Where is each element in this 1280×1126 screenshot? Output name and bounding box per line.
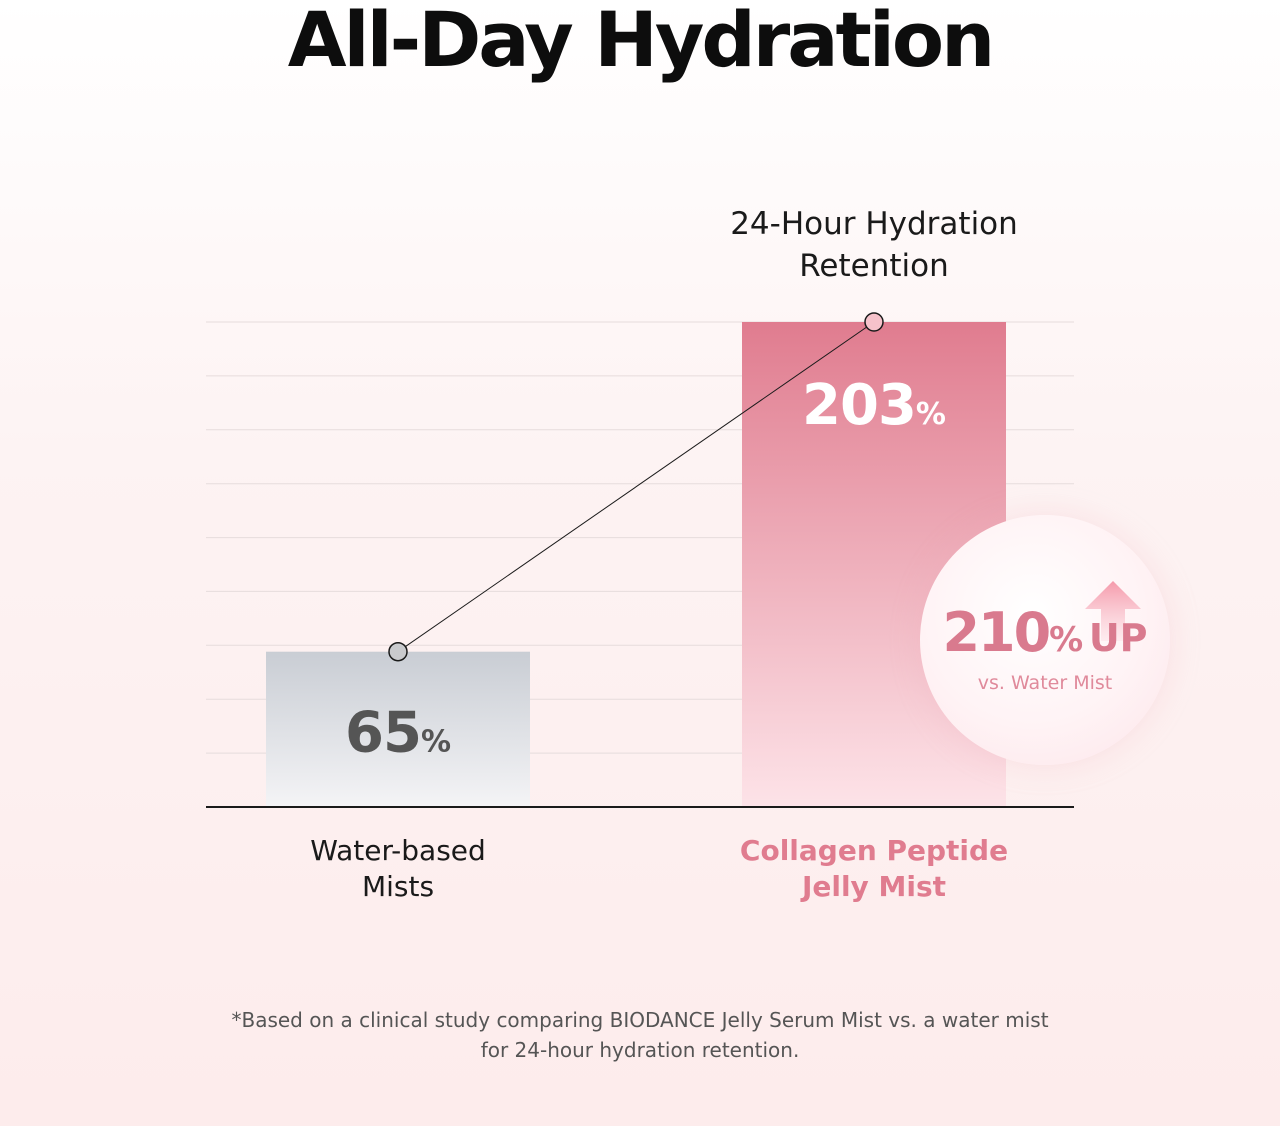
- callout-number: 210: [942, 601, 1051, 664]
- category-label-collagen-peptide-jelly-mist: Collagen Peptide: [740, 834, 1008, 867]
- callout-unit: %: [1049, 620, 1084, 660]
- chart-heading: 24-Hour Hydration Retention: [730, 206, 1018, 284]
- up-arrow-icon: [1085, 581, 1141, 641]
- increase-callout: 210% UP vs. Water Mist: [920, 515, 1170, 765]
- callout-suffix: UP: [1088, 616, 1148, 660]
- category-label-water-based-mists: Mists: [362, 870, 434, 903]
- chart-heading-line: Retention: [799, 248, 948, 284]
- chart-heading-line: 24-Hour Hydration: [730, 206, 1018, 242]
- point-water-based-mists: [388, 641, 408, 662]
- footnote-line-1: *Based on a clinical study comparing BIO…: [231, 1008, 1049, 1032]
- category-label-water-based-mists: Water-based: [310, 834, 486, 867]
- value-label-collagen-peptide-jelly-mist: 203%: [802, 373, 946, 438]
- connector-line: [388, 312, 884, 662]
- callout-subtext: vs. Water Mist: [977, 672, 1113, 694]
- footnote-line-2: for 24-hour hydration retention.: [480, 1038, 800, 1062]
- trend-line: [397, 321, 875, 653]
- footnote: *Based on a clinical study comparing BIO…: [140, 1005, 1140, 1065]
- value-labels: 65% 203%: [345, 373, 946, 766]
- bar-water-based-mists: [266, 651, 530, 807]
- point-collagen-peptide-jelly-mist: [864, 312, 884, 332]
- callout-value: 210% UP: [920, 603, 1170, 676]
- value-label-water-based-mists: 65%: [345, 701, 451, 766]
- page-title: All-Day Hydration: [287, 0, 996, 84]
- category-label-collagen-peptide-jelly-mist: Jelly Mist: [800, 870, 946, 903]
